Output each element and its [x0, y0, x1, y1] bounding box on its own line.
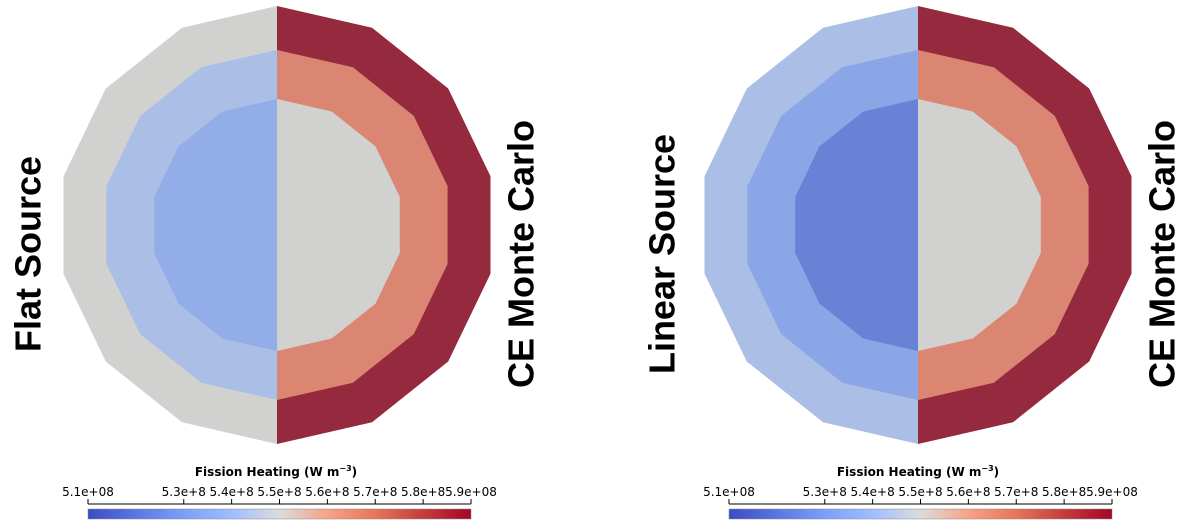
colorbar-tick-label: 5.7e+8 [353, 485, 397, 499]
left-label: Flat Source [8, 156, 49, 352]
colorbar-tick-label: 5.4e+8 [851, 485, 895, 499]
panel-flat-source: Flat Source CE Monte Carlo Fission Heati… [8, 6, 542, 520]
colorbar-tick-label: 5.6e+8 [946, 485, 990, 499]
colorbar-gradient [87, 508, 472, 520]
colorbar-tick-label: 5.8e+8 [401, 485, 445, 499]
colorbar-ticks: 5.1e+08 5.3e+8 5.4e+8 5.5e+8 5.6e+8 5.7e+8 5.8… [703, 485, 1138, 504]
right-label: CE Monte Carlo [501, 120, 542, 388]
colorbar-title: Fission Heating (W m−3) [195, 464, 357, 479]
colorbar-title: Fission Heating (W m−3) [837, 464, 999, 479]
right-ring-inner [277, 99, 400, 351]
colorbar-tick-label: 5.3e+8 [162, 485, 206, 499]
plot-area [63, 6, 491, 444]
colorbar-tick-label: 5.3e+8 [803, 485, 847, 499]
colorbar-tick-label: 5.9e+08 [1086, 485, 1138, 499]
right-label: CE Monte Carlo [1142, 120, 1181, 388]
left-ring-inner [795, 99, 918, 351]
plot-area [704, 6, 1132, 444]
left-label: Linear Source [642, 134, 683, 374]
right-ring-inner [918, 99, 1041, 351]
colorbar-tick-label: 5.1e+08 [62, 485, 114, 499]
left-ring-inner [154, 99, 277, 351]
colorbar-tick-label: 5.9e+08 [445, 485, 497, 499]
colorbar-tick-label: 5.8e+8 [1042, 485, 1086, 499]
colorbar: Fission Heating (W m−3) 5.1e+08 5.3e+8 5.4… [703, 464, 1138, 520]
colorbar-ticks: 5.1e+08 5.3e+8 5.4e+8 5.5e+8 5.6e+8 5.7e+8 5.8… [62, 485, 497, 504]
colorbar-tick-label: 5.5e+8 [257, 485, 301, 499]
colorbar-tick-label: 5.4e+8 [210, 485, 254, 499]
panel-linear-source: Linear Source CE Monte Carlo Fission Hea… [642, 6, 1181, 520]
colorbar-tick-label: 5.1e+08 [703, 485, 755, 499]
colorbar-gradient [728, 508, 1113, 520]
colorbar-tick-label: 5.5e+8 [898, 485, 942, 499]
colorbar: Fission Heating (W m−3) 5.1e+08 5.3e+8 5.4… [62, 464, 497, 520]
colorbar-tick-label: 5.7e+8 [994, 485, 1038, 499]
colorbar-tick-label: 5.6e+8 [305, 485, 349, 499]
